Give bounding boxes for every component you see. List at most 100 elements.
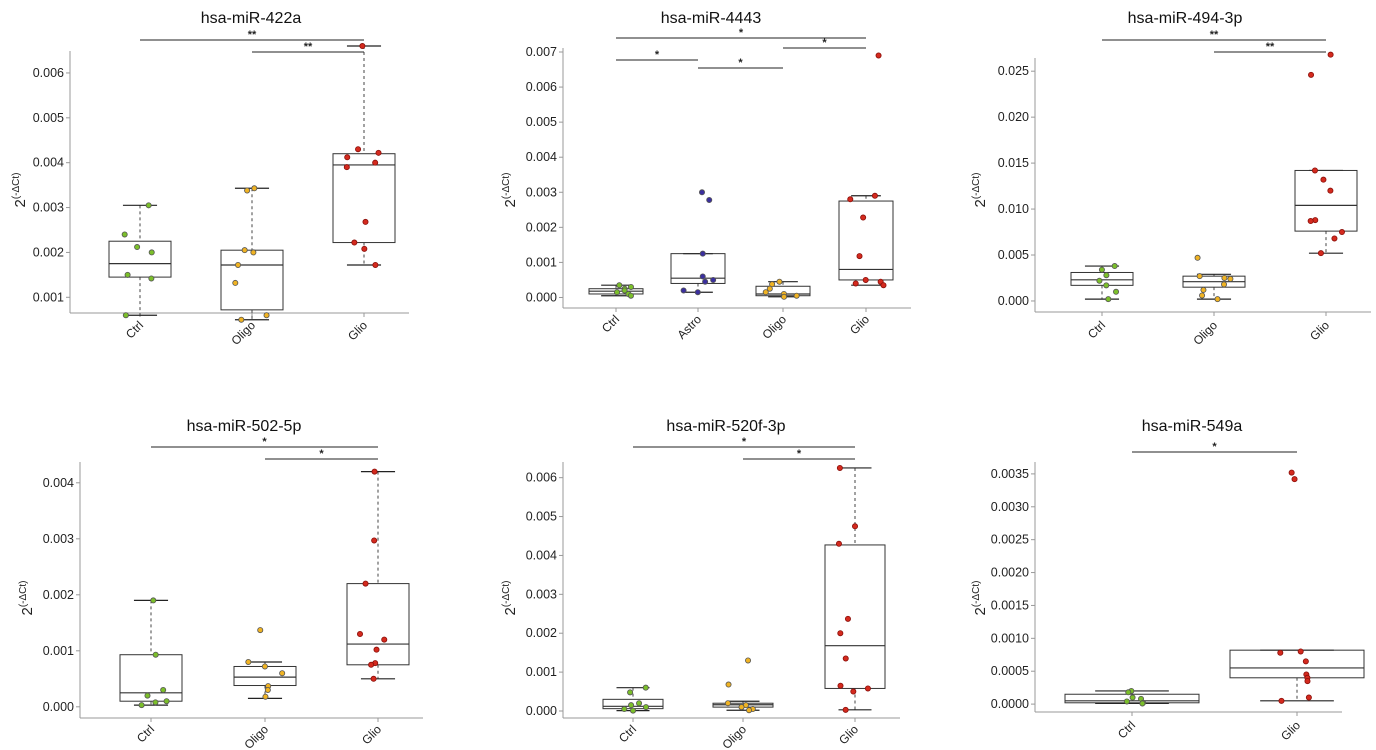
data-point: [1304, 678, 1311, 685]
box-iqr: [1064, 693, 1200, 704]
data-point: [372, 159, 379, 166]
y-tick-label: 0.001: [526, 255, 557, 269]
y-axis-label: 2(-ΔCt): [11, 172, 29, 207]
data-point: [138, 702, 145, 709]
data-point: [355, 146, 362, 153]
data-point: [694, 289, 701, 296]
y-tick-label: 0.000: [43, 700, 74, 714]
data-point: [842, 655, 849, 662]
y-tick-label: 0.003: [33, 201, 64, 215]
data-point: [351, 239, 358, 246]
data-point: [368, 661, 375, 668]
panel-title: hsa-miR-549a: [1142, 418, 1243, 435]
y-tick-label: 0.0010: [991, 631, 1029, 645]
data-point: [263, 312, 270, 319]
y-tick-label: 0.006: [33, 66, 64, 80]
significance-label: *: [262, 436, 267, 448]
data-point: [835, 540, 842, 547]
y-tick-label: 0.002: [526, 626, 557, 640]
significance-label: *: [739, 27, 744, 39]
x-tick-label: Oligo: [241, 722, 271, 750]
data-point: [232, 279, 239, 286]
data-point: [725, 681, 732, 688]
data-point: [852, 523, 859, 530]
box-iqr: [824, 544, 886, 689]
data-point: [762, 289, 769, 296]
data-point: [1311, 167, 1318, 174]
data-point: [781, 293, 788, 300]
data-point: [1098, 266, 1105, 273]
box-iqr: [1070, 271, 1134, 286]
significance-label: *: [1212, 441, 1217, 453]
y-tick-label: 0.004: [33, 156, 64, 170]
data-point: [699, 273, 706, 280]
y-tick-label: 0.001: [526, 665, 557, 679]
data-point: [842, 706, 849, 713]
panel-title: hsa-miR-422a: [201, 10, 302, 27]
data-point: [1320, 176, 1327, 183]
data-point: [362, 580, 369, 587]
significance-label: **: [304, 41, 313, 53]
significance-label: *: [738, 57, 743, 69]
y-tick-label: 0.0005: [991, 664, 1029, 678]
significance-label: **: [1210, 29, 1219, 41]
data-point: [238, 316, 245, 323]
data-point: [1227, 275, 1234, 282]
data-point: [250, 249, 257, 256]
y-tick-label: 0.003: [526, 185, 557, 199]
data-point: [122, 312, 129, 319]
data-point: [837, 630, 844, 637]
x-tick-label: Oligo: [759, 312, 789, 342]
data-point: [769, 281, 776, 288]
panel-5: hsa-miR-520f-3p 2(-ΔCt) 0.000 0.001 0.002 0.0…: [501, 418, 900, 750]
data-point: [373, 646, 380, 653]
x-tick-label: Glio: [836, 722, 861, 747]
y-tick-label: 0.0020: [991, 566, 1029, 580]
data-point: [145, 202, 152, 209]
data-point: [152, 699, 159, 706]
data-point: [746, 707, 753, 714]
box-iqr: [838, 200, 894, 281]
panel-1: hsa-miR-422a 2(-ΔCt) 0.001 0.002 0.003 0.004 0…: [11, 10, 409, 348]
y-tick-label: 0.006: [526, 471, 557, 485]
data-point: [1103, 272, 1110, 279]
panel-title: hsa-miR-520f-3p: [666, 418, 785, 435]
data-point: [627, 689, 634, 696]
y-tick-label: 0.0000: [991, 697, 1029, 711]
data-point: [699, 189, 706, 196]
data-point: [680, 287, 687, 294]
data-point: [150, 597, 157, 604]
panel-4: hsa-miR-502-5p 2(-ΔCt) 0.000 0.001 0.002 0.00…: [18, 418, 423, 750]
y-tick-label: 0.0035: [991, 467, 1029, 481]
box-iqr: [119, 654, 183, 702]
y-axis-label: 2(-ΔCt): [971, 172, 989, 207]
data-point: [699, 250, 706, 257]
data-point: [1199, 292, 1206, 299]
data-point: [381, 636, 388, 643]
significance-label: *: [797, 448, 802, 460]
x-tick-label: Astro: [674, 312, 704, 342]
data-point: [134, 244, 141, 251]
box-iqr: [670, 253, 726, 284]
box-iqr: [220, 249, 284, 311]
data-point: [244, 187, 251, 194]
data-point: [371, 468, 378, 475]
x-tick-label: Ctrl: [134, 722, 157, 745]
y-tick-label: 0.003: [43, 532, 74, 546]
data-point: [344, 154, 351, 161]
data-point: [1221, 281, 1228, 288]
data-point: [1278, 697, 1285, 704]
data-point: [375, 149, 382, 156]
data-point: [636, 700, 643, 707]
data-point: [793, 292, 800, 299]
data-point: [245, 659, 252, 666]
data-point: [1302, 658, 1309, 665]
data-point: [836, 464, 843, 471]
data-point: [738, 704, 745, 711]
significance-label: **: [248, 29, 257, 41]
data-point: [1327, 187, 1334, 194]
data-point: [776, 278, 783, 285]
data-point: [1277, 649, 1284, 656]
data-point: [621, 287, 628, 294]
